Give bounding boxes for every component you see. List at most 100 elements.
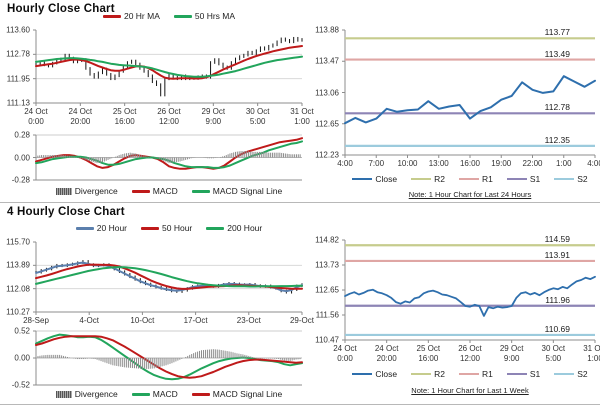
level-label-r1: 113.91 bbox=[544, 249, 570, 260]
legend-item-r2: R2 bbox=[411, 174, 445, 184]
legend-item-200-hour: 200 Hour bbox=[206, 223, 262, 233]
chart-note: Note: 1 Hour Chart for Last 24 Hours bbox=[408, 190, 532, 199]
x-tick-label: 30 Oct 5:00 bbox=[541, 344, 566, 364]
legend-line-icon bbox=[352, 177, 373, 181]
fourh-close-plot bbox=[33, 241, 303, 315]
level-label-s2: 110.69 bbox=[544, 323, 570, 334]
x-tick-label: 26 Oct 12:00 bbox=[458, 344, 482, 364]
x-tick-label: 1:00 bbox=[555, 159, 572, 168]
legend-item-20-hr-ma: 20 Hr MA bbox=[102, 11, 160, 21]
hourly-macd-plot bbox=[33, 134, 303, 181]
y-tick-label: 113.60 bbox=[6, 25, 30, 35]
y-tick-label: -0.28 bbox=[11, 175, 30, 185]
legend-item-s2: S2 bbox=[554, 174, 588, 184]
y-tick-label: 115.70 bbox=[6, 237, 30, 247]
legend-line-icon bbox=[458, 177, 479, 181]
y-tick-label: 112.78 bbox=[6, 49, 30, 59]
legend-item-r2: R2 bbox=[411, 369, 445, 379]
y-tick-label: 0.00 bbox=[14, 153, 30, 162]
y-tick-label: 0.28 bbox=[14, 130, 30, 140]
x-tick-label: 29 Oct 9:00 bbox=[499, 344, 524, 364]
legend-label: MACD bbox=[152, 186, 178, 196]
chart-legend: Close R2 R1 S1 S2 bbox=[270, 369, 600, 379]
legend-line-icon bbox=[411, 177, 432, 181]
legend-label: S2 bbox=[577, 174, 588, 184]
x-tick-label: 19:00 bbox=[491, 159, 512, 168]
legend-label: 50 Hrs MA bbox=[194, 11, 236, 21]
legend-line-icon bbox=[131, 189, 150, 193]
legend-line-icon bbox=[102, 14, 121, 18]
legend-label: R2 bbox=[434, 174, 445, 184]
x-tick-label: 25 Oct 16:00 bbox=[416, 344, 441, 364]
legend-item-20-hour: 20 Hour bbox=[75, 223, 128, 233]
legend-bars-icon bbox=[55, 390, 72, 398]
y-tick-label: 110.47 bbox=[315, 335, 339, 345]
x-tick-label: 7:00 bbox=[368, 159, 385, 168]
legend-line-icon bbox=[191, 189, 210, 193]
legend-line-icon bbox=[206, 226, 225, 230]
legend-item-s1: S1 bbox=[506, 369, 541, 379]
y-tick-label: 0.52 bbox=[14, 326, 30, 336]
y-tick-label: 113.06 bbox=[315, 88, 339, 97]
hourly-close-plot bbox=[33, 29, 303, 106]
legend-label: S1 bbox=[529, 369, 541, 379]
y-tick-label: 110.27 bbox=[6, 307, 30, 317]
x-tick-label: 30 Oct 5:00 bbox=[245, 107, 270, 127]
legend-label: R1 bbox=[481, 174, 493, 184]
x-tick-label: 24 Oct 20:00 bbox=[374, 344, 399, 364]
legend-label: R2 bbox=[434, 369, 445, 379]
x-tick-label: 29-Oct bbox=[289, 316, 314, 325]
legend-item-macd: MACD bbox=[131, 186, 178, 196]
y-tick-label: 0.00 bbox=[14, 353, 30, 363]
legend-label: R1 bbox=[481, 369, 493, 379]
data-series-line bbox=[344, 275, 596, 317]
x-tick-label: 16:00 bbox=[459, 159, 481, 168]
x-tick-label: 4:00 bbox=[587, 159, 600, 168]
x-tick-label: 25 Oct 16:00 bbox=[112, 107, 137, 127]
fourh-macd-plot bbox=[33, 330, 303, 386]
legend-line-icon bbox=[191, 392, 210, 396]
legend-item-divergence: Divergence bbox=[55, 389, 118, 399]
chart-legend: 20 Hour 50 Hour 200 Hour bbox=[0, 223, 369, 233]
legend-label: 20 Hour bbox=[96, 223, 128, 233]
x-tick-label: 17-Oct bbox=[183, 316, 208, 325]
x-tick-label: 23-Oct bbox=[236, 316, 261, 325]
x-tick-label: 13:00 bbox=[428, 159, 449, 168]
legend-item-macd-signal-line: MACD Signal Line bbox=[191, 389, 282, 399]
section-divider bbox=[0, 202, 600, 203]
data-series-line bbox=[35, 55, 303, 78]
legend-line-icon bbox=[458, 372, 479, 376]
x-tick-label: 26 Oct 12:00 bbox=[157, 107, 181, 127]
legend-item-close: Close bbox=[352, 174, 397, 184]
legend-label: S2 bbox=[577, 369, 588, 379]
y-tick-label: 112.65 bbox=[315, 285, 339, 295]
chart-note: Note: 1 Hour Chart for Last 1 Week bbox=[411, 386, 529, 395]
data-series-line bbox=[35, 140, 303, 169]
level-label-r2: 114.59 bbox=[544, 234, 570, 245]
y-tick-label: 112.65 bbox=[315, 119, 339, 129]
bottom-divider bbox=[0, 404, 600, 405]
legend-label: 50 Hour bbox=[162, 223, 193, 233]
legend-line-icon bbox=[554, 177, 575, 181]
level-label-s1: 111.96 bbox=[545, 294, 570, 305]
legend-item-s1: S1 bbox=[506, 174, 540, 184]
legend-bars-icon bbox=[55, 187, 72, 195]
y-tick-label: -0.52 bbox=[11, 380, 30, 390]
legend-label: Close bbox=[375, 369, 398, 379]
legend-label: MACD Signal Line bbox=[212, 186, 283, 196]
legend-item-divergence: Divergence bbox=[55, 186, 118, 196]
legend-label: Close bbox=[375, 174, 398, 184]
hourly-levels-plot bbox=[342, 29, 596, 158]
chart-legend: Close R2 R1 S1 S2 bbox=[270, 174, 600, 184]
x-tick-label: 22:00 bbox=[522, 159, 543, 168]
hourly-close-chart-title: Hourly Close Chart bbox=[7, 3, 115, 15]
legend-item-50-hour: 50 Hour bbox=[141, 223, 192, 233]
x-tick-label: 31 Oct 1:00 bbox=[583, 344, 600, 364]
x-tick-label: 10-Oct bbox=[130, 316, 155, 325]
legend-line-icon bbox=[173, 14, 192, 18]
legend-item-50-hrs-ma: 50 Hrs MA bbox=[173, 11, 236, 21]
y-tick-label: 113.88 bbox=[315, 25, 339, 35]
x-tick-label: 4-Oct bbox=[79, 316, 99, 325]
